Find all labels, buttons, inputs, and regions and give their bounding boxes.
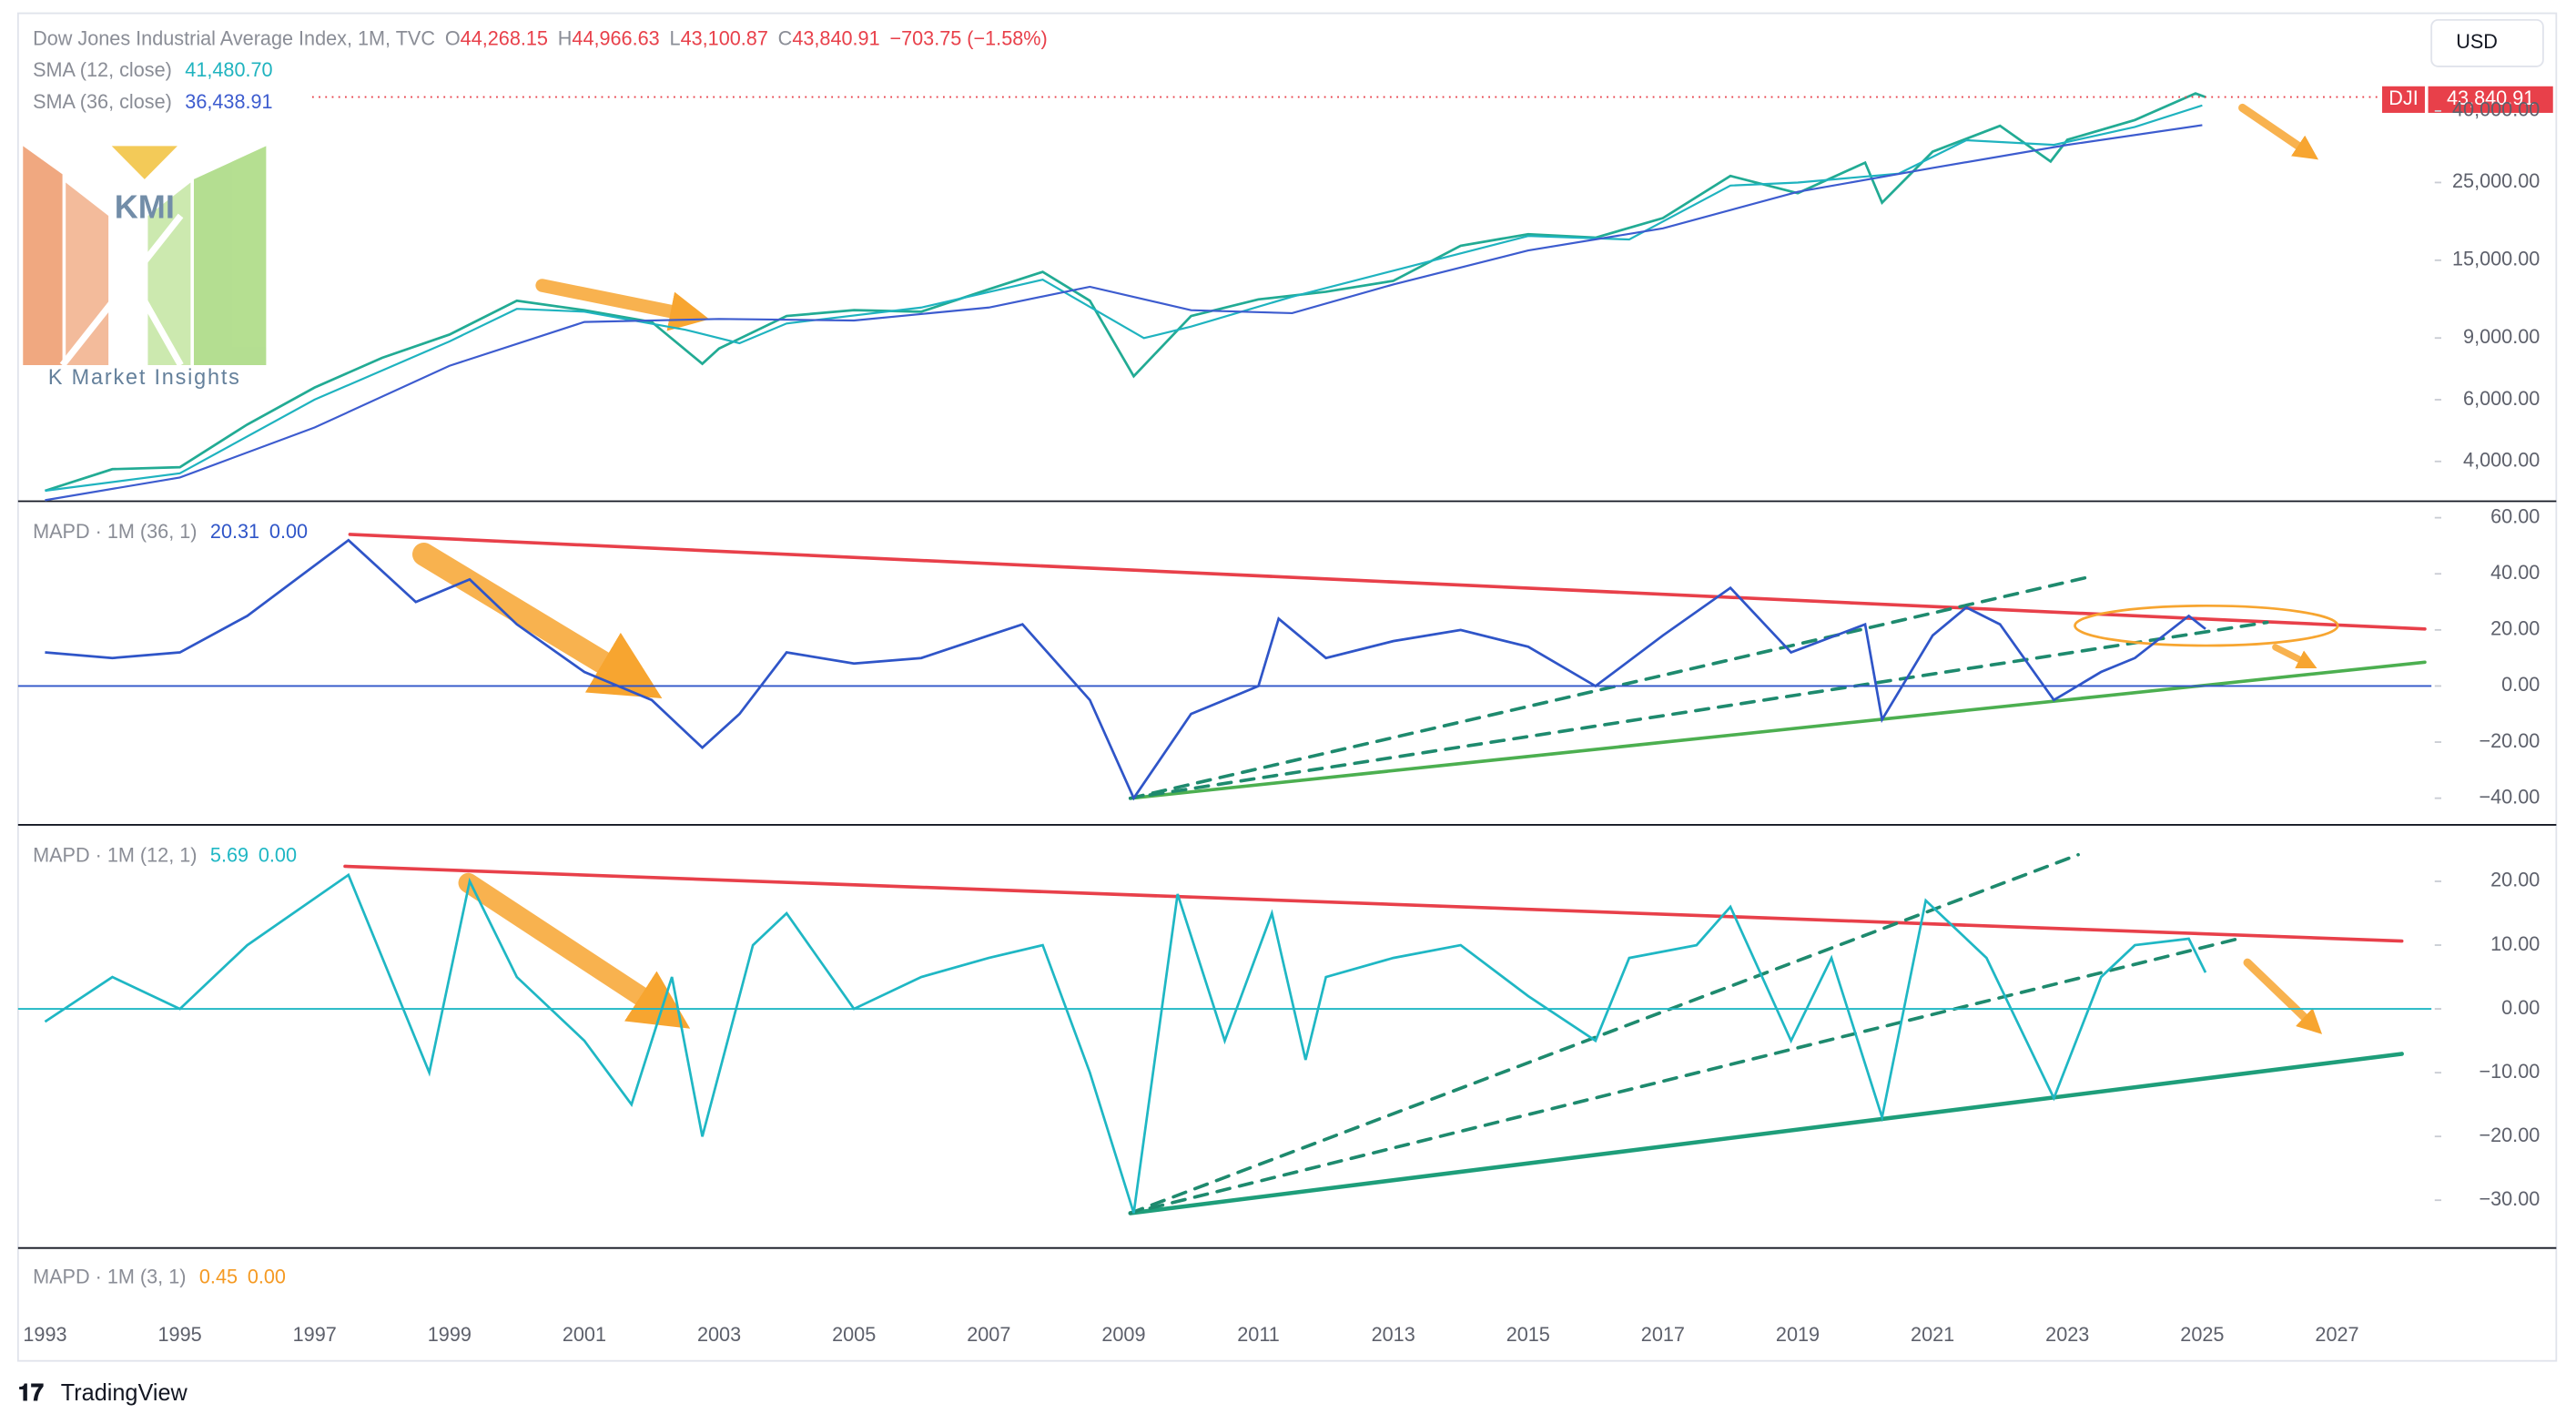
legend-value: 0.00 — [259, 843, 297, 866]
legend-value: 36,438.91 — [185, 90, 272, 113]
series-line — [45, 538, 2206, 801]
pane-title: MAPD · 1M (3, 1) — [33, 1265, 186, 1287]
y-tick-label: 25,000.00 — [2452, 169, 2540, 192]
x-tick-label: 2007 — [967, 1323, 1010, 1346]
x-tick-label: 1999 — [428, 1323, 472, 1346]
x-tick-label: 2009 — [1101, 1323, 1145, 1346]
ohlc-value: 43,100.87 — [681, 26, 768, 49]
x-tick-label: 2005 — [832, 1323, 876, 1346]
x-tick-label: 2019 — [1776, 1323, 1820, 1346]
legend-value: 0.45 — [199, 1265, 238, 1287]
legend-value: 0.00 — [248, 1265, 286, 1287]
y-tick-label: 0.00 — [2501, 673, 2540, 696]
y-tick-label: 0.00 — [2501, 996, 2540, 1019]
x-tick-label: 2011 — [1237, 1323, 1280, 1346]
legend-entry: SMA (12, close) — [33, 58, 172, 81]
x-tick-label: 2023 — [2045, 1323, 2089, 1346]
x-tick-label: 2015 — [1506, 1323, 1550, 1346]
ohlc-key: H — [558, 26, 573, 49]
logo-name: K Market Insights — [48, 365, 241, 389]
y-tick-label: 20.00 — [2490, 869, 2540, 891]
y-tick-label: −10.00 — [2479, 1060, 2540, 1083]
footer-logo[interactable]: 𝟏𝟕 — [18, 1380, 44, 1406]
frame — [16, 12, 2558, 1362]
y-tick-label: 60.00 — [2490, 504, 2540, 527]
y-tick-label: −20.00 — [2479, 1124, 2540, 1146]
series-line — [45, 104, 2203, 493]
ohlc-value: 43,840.91 — [792, 26, 879, 49]
x-tick-label: 2027 — [2315, 1323, 2358, 1346]
pane-title: MAPD · 1M (12, 1) — [33, 843, 197, 866]
x-tick-label: 1995 — [158, 1323, 202, 1346]
symbol-tag — [2382, 86, 2425, 113]
ohlc-value: 44,268.15 — [461, 26, 548, 49]
series-line — [44, 872, 2207, 1214]
y-tick-label: 20.00 — [2490, 617, 2540, 640]
chart-title: Dow Jones Industrial Average Index, 1M, … — [33, 26, 435, 49]
y-tick-label: 40,000.00 — [2452, 98, 2540, 121]
x-tick-label: 2013 — [1372, 1323, 1415, 1346]
y-tick-label: 15,000.00 — [2452, 248, 2540, 270]
last-price: 43,840.91 — [2447, 86, 2534, 109]
ohlc-value: 44,966.63 — [572, 26, 659, 49]
x-tick-label: 2003 — [697, 1323, 741, 1346]
y-tick-label: 6,000.00 — [2463, 387, 2540, 410]
y-tick-label: −40.00 — [2479, 785, 2540, 808]
y-tick-label: 40.00 — [2490, 561, 2540, 584]
ohlc-key: L — [670, 26, 681, 49]
ohlc-key: C — [778, 26, 793, 49]
x-tick-label: 1993 — [23, 1323, 66, 1346]
x-tick-label: 2025 — [2180, 1323, 2224, 1346]
y-tick-label: 9,000.00 — [2463, 325, 2540, 348]
x-tick-label: 2017 — [1641, 1323, 1685, 1346]
currency[interactable]: USD — [2456, 30, 2498, 53]
legend-value: 5.69 — [210, 843, 248, 866]
change: −703.75 (−1.58%) — [889, 26, 1047, 49]
series-line — [45, 124, 2203, 502]
symbol: DJI — [2388, 86, 2418, 109]
x-tick-label: 2021 — [1911, 1323, 1954, 1346]
drawings — [343, 103, 2427, 1216]
pane-title: MAPD · 1M (36, 1) — [33, 520, 197, 543]
logo: KMI K Market Insights — [23, 146, 267, 389]
y-tick-label: 4,000.00 — [2463, 448, 2540, 471]
logo-mark: KMI — [115, 188, 175, 225]
price-tag — [2428, 86, 2553, 113]
legend-entry: SMA (36, close) — [33, 90, 172, 113]
ohlc-key: O — [445, 26, 461, 49]
x-tick-label: 1997 — [293, 1323, 337, 1346]
legend-value: 0.00 — [269, 520, 308, 543]
y-tick-label: −30.00 — [2479, 1187, 2540, 1210]
footer[interactable]: TradingView — [61, 1380, 188, 1406]
legend-value: 41,480.70 — [185, 58, 272, 81]
currency-button[interactable] — [2430, 18, 2544, 67]
y-tick-label: 10.00 — [2490, 932, 2540, 955]
legend-value: 20.31 — [210, 520, 259, 543]
x-tick-label: 2001 — [563, 1323, 606, 1346]
y-tick-label: −20.00 — [2479, 729, 2540, 752]
